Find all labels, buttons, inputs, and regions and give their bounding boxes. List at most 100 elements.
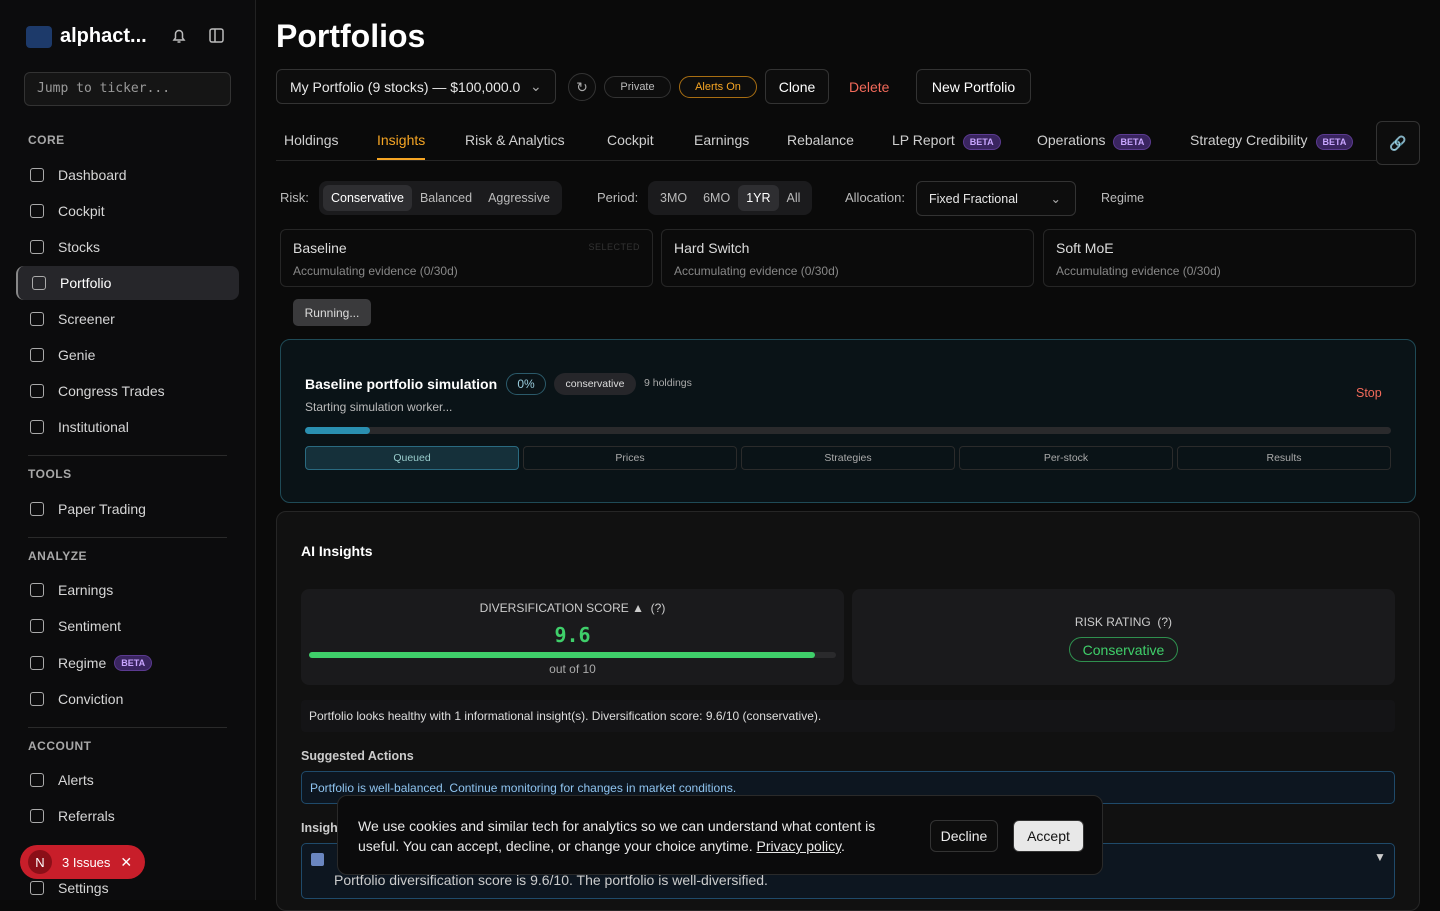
segment-option[interactable]: 6MO [703, 191, 731, 205]
link-button[interactable]: 🔗 [1376, 121, 1420, 165]
section-title: ANALYZE [28, 549, 88, 563]
sim-track [305, 427, 1391, 434]
nav-item[interactable]: Genie [16, 338, 239, 372]
alerts-pill[interactable]: Alerts On [679, 76, 757, 98]
allocation-value: Fixed Fractional [929, 191, 1018, 206]
decline-button[interactable]: Decline [930, 820, 998, 852]
segment-option[interactable]: 3MO [660, 191, 688, 205]
search-box[interactable]: Jump to ticker... [24, 72, 231, 106]
nav-label: Congress Trades [58, 383, 165, 399]
nav-item[interactable]: Dashboard [16, 158, 239, 192]
tab[interactable]: Rebalance [787, 132, 854, 148]
segment-option[interactable]: Balanced [419, 191, 473, 205]
nav-item[interactable]: Paper Trading [16, 492, 239, 526]
cookie-banner: We use cookies and similar tech for anal… [337, 795, 1103, 875]
section-rule [28, 727, 227, 728]
refresh-button[interactable]: ↻ [568, 73, 596, 101]
tab[interactable]: Cockpit [607, 132, 654, 148]
nav-label: Screener [58, 311, 115, 327]
segment-option[interactable]: All [786, 191, 801, 205]
nav-icon [30, 809, 44, 823]
tab-label: Rebalance [787, 132, 854, 148]
nav-item[interactable]: Alerts [16, 763, 239, 797]
tab[interactable]: Risk & Analytics [465, 132, 565, 148]
delete-button[interactable]: Delete [849, 79, 890, 95]
tab[interactable]: Earnings [694, 132, 749, 148]
nav-item[interactable]: Institutional [16, 410, 239, 444]
nav-item[interactable]: Referrals [16, 799, 239, 833]
risk-rating-label: RISK RATING [1074, 615, 1151, 629]
segment-option[interactable]: Aggressive [488, 191, 550, 205]
collapse-icon[interactable] [208, 27, 226, 45]
segment-option[interactable]: Conservative [323, 185, 412, 211]
page-title: Portfolios [276, 18, 426, 54]
nav-label: Regime [58, 655, 107, 671]
clone-button[interactable]: Clone [765, 69, 829, 104]
running-button[interactable]: Running... [293, 299, 371, 326]
accept-button[interactable]: Accept [1013, 820, 1084, 852]
div-score: 9.6 [554, 623, 591, 647]
nav-item[interactable]: Settings [16, 871, 239, 905]
nav-item[interactable]: Regime BETA [16, 646, 239, 680]
step: Results [1177, 446, 1391, 470]
nav-item[interactable]: Conviction [16, 682, 239, 716]
allocation-label: Allocation: [845, 190, 905, 205]
beta-badge: BETA [1113, 134, 1152, 150]
sim-progress [305, 427, 370, 434]
privacy-link[interactable]: Privacy policy [756, 838, 842, 854]
close-icon[interactable]: ✕ [120, 853, 133, 870]
segment-option[interactable]: 1YR [738, 185, 779, 211]
private-pill[interactable]: Private [604, 76, 671, 98]
nav-item[interactable]: Congress Trades [16, 374, 239, 408]
nav-item[interactable]: Cockpit [16, 194, 239, 228]
nav-icon [30, 502, 44, 516]
nav-icon [30, 619, 44, 633]
step: Per-stock [959, 446, 1173, 470]
strategy-status: Accumulating evidence (0/30d) [293, 264, 458, 278]
tab-label: Holdings [284, 132, 339, 148]
nav-label: Paper Trading [58, 501, 146, 517]
section-rule [28, 455, 227, 456]
tab-label: Earnings [694, 132, 750, 148]
div-track [309, 652, 836, 658]
tab[interactable]: Insights [377, 132, 426, 160]
nav-icon [30, 583, 44, 597]
portfolio-select[interactable]: My Portfolio (9 stocks) — $100,000.0 ⌄ [276, 69, 556, 104]
section-rule [28, 537, 227, 538]
issues-label: 3 Issues [62, 854, 111, 870]
div-max: out of 10 [549, 662, 596, 676]
tab[interactable]: Strategy Credibility BETA [1190, 132, 1354, 150]
tab[interactable]: Holdings [284, 132, 338, 148]
nav-icon [30, 240, 44, 254]
nav-item[interactable]: Sentiment [16, 609, 239, 643]
tab[interactable]: Operations BETA [1037, 132, 1152, 150]
stop-button[interactable]: Stop [1356, 386, 1382, 400]
nav-item[interactable]: Earnings [16, 573, 239, 607]
section-title: ACCOUNT [28, 739, 92, 753]
cookie-text: We use cookies and similar tech for anal… [358, 818, 876, 854]
nav-item[interactable]: Stocks [16, 230, 239, 264]
strategy-card[interactable]: Hard Switch Accumulating evidence (0/30d) [661, 229, 1034, 287]
expand-icon[interactable]: ▼ [1374, 850, 1386, 864]
bell-icon[interactable] [170, 27, 188, 45]
allocation-select[interactable]: Fixed Fractional ⌄ [916, 181, 1076, 216]
risk-label: Risk: [280, 190, 309, 205]
nav-label: Institutional [58, 419, 129, 435]
period-segment: 3MO 6MO 1YR All [648, 181, 813, 215]
nav-icon [30, 881, 44, 895]
issues-badge[interactable]: N 3 Issues ✕ [20, 845, 145, 879]
tab[interactable]: LP Report BETA [892, 132, 1001, 150]
nav-item[interactable]: Portfolio [16, 266, 239, 300]
sim-holdings: 9 holdings [644, 377, 692, 389]
simulation-panel: Baseline portfolio simulation 0% conserv… [280, 339, 1416, 503]
nav-icon [30, 348, 44, 362]
nav-item[interactable]: Screener [16, 302, 239, 336]
new-portfolio-button[interactable]: New Portfolio [916, 69, 1031, 104]
div-label: DIVERSIFICATION SCORE ▲ [479, 601, 644, 615]
sidebar: alphact... Jump to ticker... CORE Dashboa… [0, 0, 256, 900]
risk-value: Conservative [1069, 637, 1178, 662]
nav-label: Cockpit [58, 203, 105, 219]
strategy-card[interactable]: Baseline Accumulating evidence (0/30d) SEL… [280, 229, 653, 287]
strategy-card[interactable]: Soft MoE Accumulating evidence (0/30d) [1043, 229, 1416, 287]
